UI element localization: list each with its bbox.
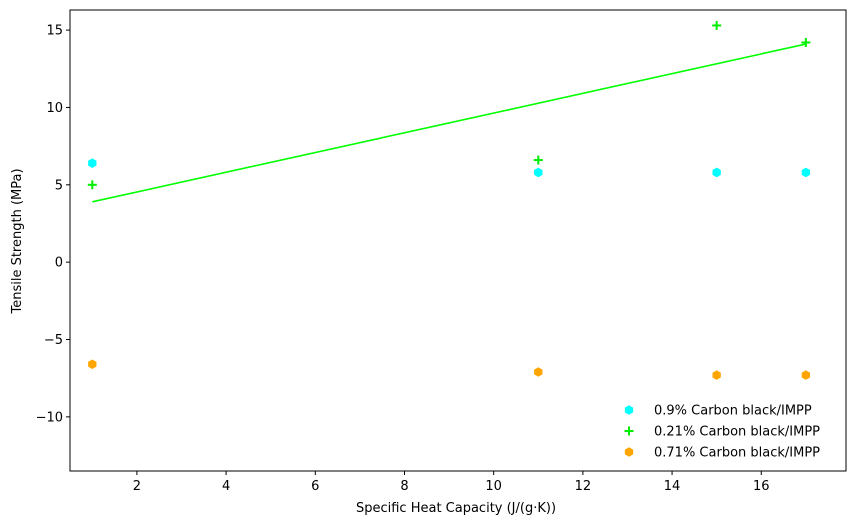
legend-label-2: 0.21% Carbon black/IMPP [654,425,820,440]
data-point-s3-2 [534,367,543,377]
x-tick-label-6: 6 [311,479,319,494]
plot-frame [69,9,847,472]
data-point-s1-2 [534,167,543,178]
legend-marker-2 [624,426,634,436]
x-axis-ticks: 2 4 6 8 10 12 14 16 [133,471,770,494]
trendline-layer [92,43,807,203]
legend-item-2: 0.21% Carbon black/IMPP [624,425,820,440]
y-axis-title: Tensile Strength (MPa) [10,168,25,314]
x-tick-label-2: 2 [133,479,141,494]
data-point-s2-1 [87,180,97,190]
data-points-layer [87,20,811,380]
legend-item-1: 0.9% Carbon black/IMPP [624,404,812,419]
legend-label-3: 0.71% Carbon black/IMPP [654,446,820,461]
series-2 [87,20,811,190]
data-point-s3-1 [88,359,97,370]
legend-marker-3 [624,447,634,457]
legend-label-1: 0.9% Carbon black/IMPP [654,404,812,419]
x-tick-label-10: 10 [485,479,502,494]
y-tick-label-5: 5 [55,178,63,193]
x-tick-label-12: 12 [575,479,592,494]
series-3 [88,359,811,380]
data-point-s1-3 [712,167,721,178]
x-tick-label-4: 4 [222,479,230,494]
y-axis-ticks: −10 −5 0 5 10 15 [36,24,70,425]
series-1 [88,158,811,178]
trendline [92,43,807,203]
data-point-s2-4 [801,37,811,47]
data-point-s3-3 [712,370,721,380]
y-tick-label--10: −10 [36,410,63,425]
data-point-s1-4 [801,167,811,178]
data-point-s2-3 [712,20,722,30]
x-tick-label-8: 8 [400,479,408,494]
x-tick-label-16: 16 [753,479,770,494]
y-tick-label-0: 0 [55,256,63,271]
y-tick-label-10: 10 [46,101,63,116]
x-tick-label-14: 14 [664,479,681,494]
y-tick-label-15: 15 [46,24,63,39]
legend-marker-1 [624,405,634,415]
x-axis-title: Specific Heat Capacity (J/(g·K)) [356,501,556,516]
data-point-s3-4 [801,370,811,380]
legend-item-3: 0.71% Carbon black/IMPP [624,446,820,461]
data-point-s2-2 [533,155,543,165]
plot-background [70,10,846,471]
data-point-s1-1 [88,158,97,168]
legend: 0.9% Carbon black/IMPP 0.21% Carbon black… [624,404,820,461]
y-tick-label--5: −5 [44,333,63,348]
